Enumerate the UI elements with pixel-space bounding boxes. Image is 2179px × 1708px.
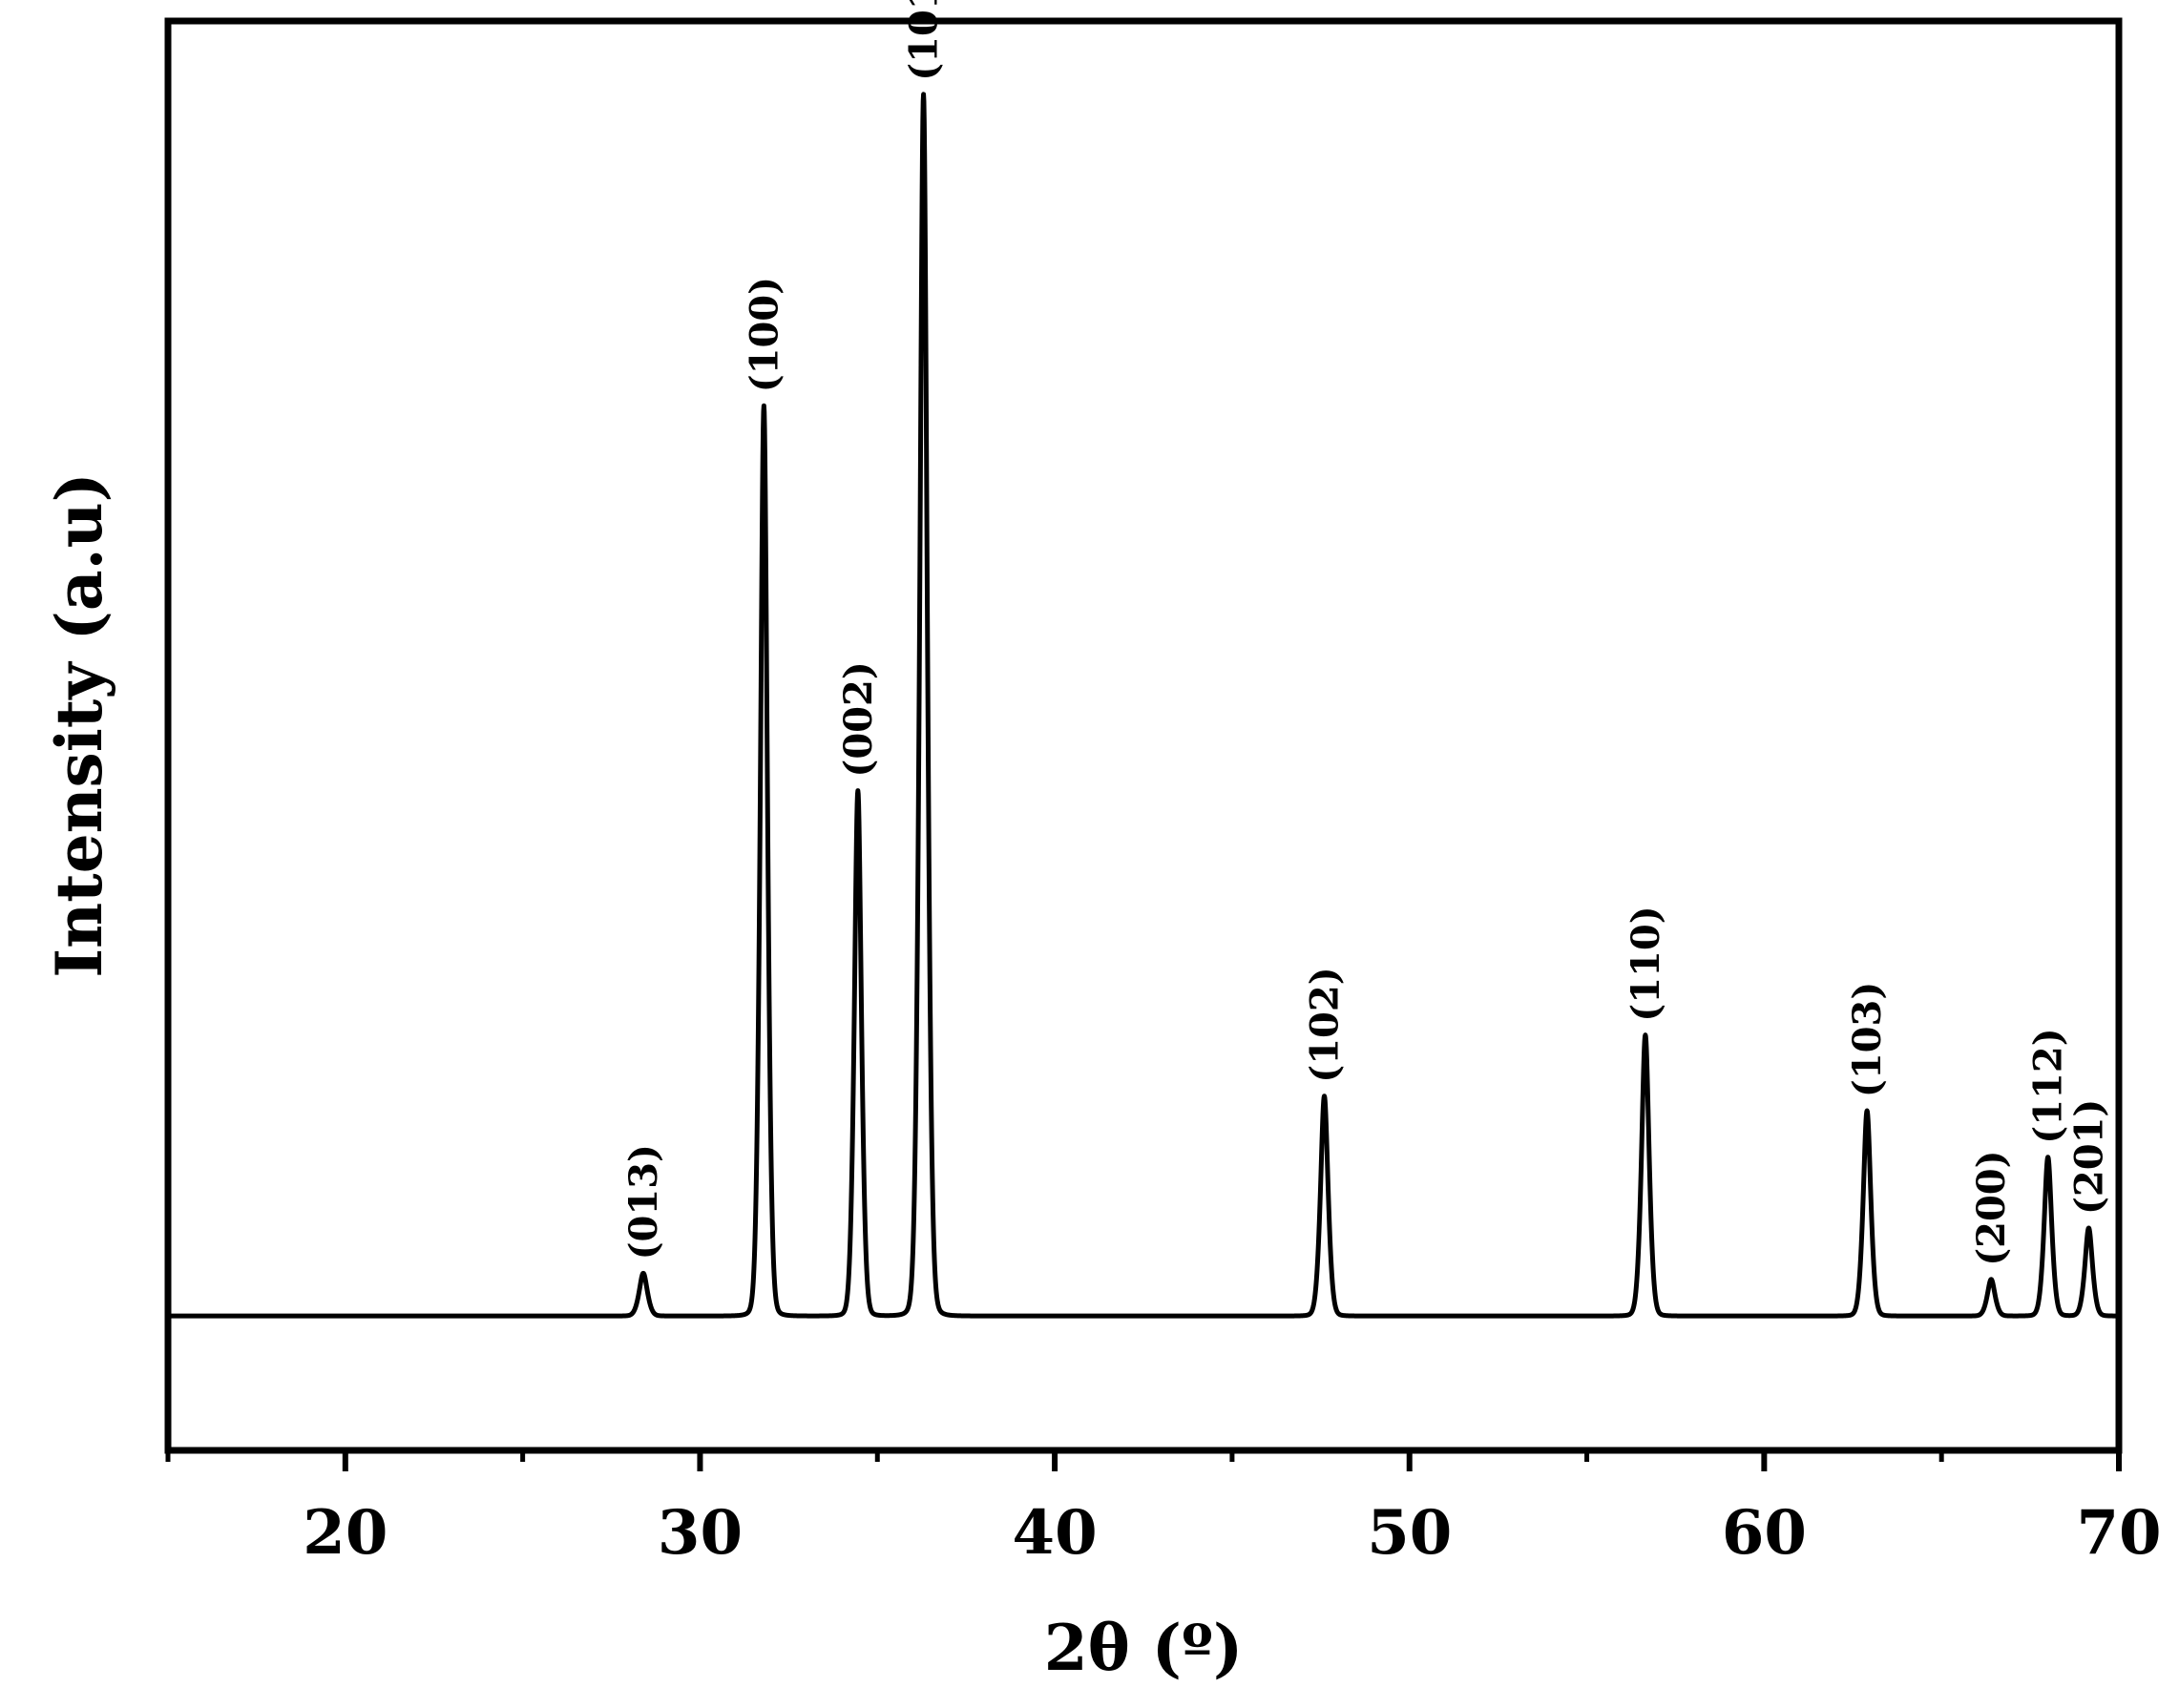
peak-label-103: (103) (1845, 982, 1890, 1097)
peak-label-102: (102) (1303, 967, 1348, 1082)
x-tick-label-50: 50 (1367, 1497, 1452, 1569)
peak-label-002: (002) (836, 661, 881, 777)
x-tick-label-70: 70 (2076, 1497, 2161, 1569)
peak-label-013: (013) (621, 1144, 666, 1260)
peak-label-101: (101) (902, 0, 947, 81)
x-tick-label-30: 30 (658, 1497, 743, 1569)
y-axis-title: Intensity (a.u) (42, 472, 116, 978)
peak-label-112: (112) (2026, 1028, 2071, 1143)
peak-label-201: (201) (2066, 1099, 2111, 1215)
peak-label-200: (200) (1969, 1150, 2014, 1265)
peak-label-100: (100) (742, 277, 786, 392)
series-line (165, 92, 2120, 1319)
peak-labels: (013) (100) (002) (101) (102) (110) (103) (200)… (621, 0, 2111, 1266)
x-tick-label-20: 20 (303, 1497, 388, 1569)
peak-label-110: (110) (1624, 906, 1668, 1021)
x-axis-tick-labels: 20 30 40 50 60 70 (303, 1497, 2161, 1569)
x-tick-label-60: 60 (1722, 1497, 1807, 1569)
x-axis-ticks (165, 1450, 2122, 1471)
plot-frame (164, 17, 2123, 1454)
x-tick-label-40: 40 (1013, 1497, 1098, 1569)
x-axis-title: 2θ (º) (1044, 1611, 1243, 1685)
